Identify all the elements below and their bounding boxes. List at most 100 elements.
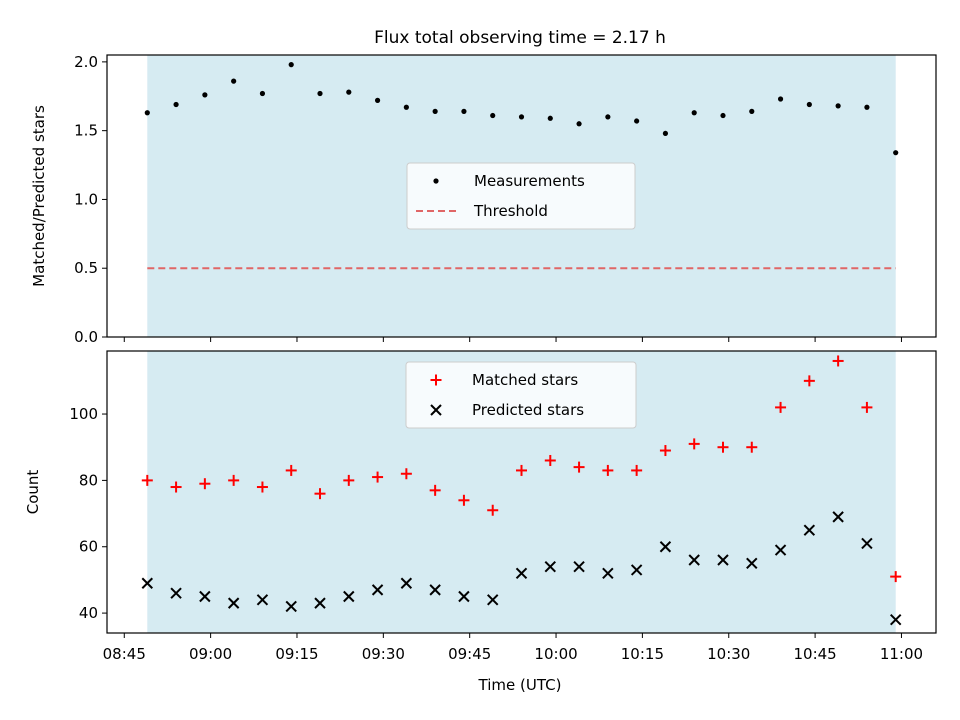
measurement-point xyxy=(691,110,697,116)
measurement-point xyxy=(288,62,294,68)
y-tick-label: 1.5 xyxy=(74,122,98,140)
cross-stroke-b xyxy=(889,614,902,626)
matched-point xyxy=(372,471,384,483)
x-tick-label: 08:45 xyxy=(103,645,146,663)
matched-point xyxy=(458,494,470,506)
count-axes-frame xyxy=(106,350,937,634)
matched-point xyxy=(487,504,499,516)
cross-stroke-b xyxy=(458,590,470,603)
matched-point xyxy=(803,375,815,387)
measurement-point xyxy=(173,101,179,108)
cross-stroke-b xyxy=(285,600,297,613)
predicted-point xyxy=(314,597,326,609)
matched-point xyxy=(285,464,297,476)
predicted-point xyxy=(400,577,413,589)
measurement-point xyxy=(317,90,323,97)
predicted-point xyxy=(141,577,154,589)
cross-stroke-b xyxy=(170,587,182,599)
count-legend-box xyxy=(405,361,637,429)
cross-stroke-b xyxy=(430,404,442,416)
x-tick-label: 09:30 xyxy=(362,645,405,663)
measurement-point xyxy=(547,115,553,121)
ratio-y-ticks: 0.0 0.5 1.0 1.5 2.0 xyxy=(74,53,107,346)
legend-cross xyxy=(430,404,442,416)
figure-title: Flux total observing time = 2.17 h xyxy=(374,28,666,48)
matched-point xyxy=(170,481,182,493)
measurement-point xyxy=(374,97,381,103)
measurement-point xyxy=(432,108,438,114)
legend-matched-marker xyxy=(430,374,442,386)
legend-measurements-marker xyxy=(433,178,439,184)
ratio-axes-frame xyxy=(106,54,937,338)
ratio-panel: 0.00.51.01.52.0 Matched/Predicted stars … xyxy=(30,53,937,346)
count-y-ticks: 40 60 80 100 xyxy=(69,405,107,622)
measurement-point xyxy=(634,118,640,124)
measurement-point xyxy=(662,130,669,137)
predicted-point xyxy=(487,594,499,606)
measurement-point xyxy=(576,121,582,127)
matched-point xyxy=(256,481,268,493)
cross-stroke-b xyxy=(573,560,585,573)
y-tick-label: 40 xyxy=(79,604,98,622)
measurement-point xyxy=(864,104,870,110)
matched-point xyxy=(314,488,326,500)
matched-point xyxy=(343,474,355,486)
predicted-stars-points xyxy=(141,511,902,626)
measurement-point xyxy=(403,104,409,110)
cross-stroke-b xyxy=(487,594,499,606)
measurement-point xyxy=(202,92,208,98)
cross-stroke-b xyxy=(256,594,269,606)
predicted-point xyxy=(458,590,470,603)
x-tick-label: 09:45 xyxy=(448,645,491,663)
cross-stroke-b xyxy=(544,560,556,573)
cross-stroke-b xyxy=(227,597,240,609)
cross-stroke-b xyxy=(717,554,729,566)
y-tick-label: 60 xyxy=(79,538,98,556)
matched-stars-points xyxy=(141,355,902,583)
y-tick-label: 80 xyxy=(79,471,98,489)
x-tick-label: 10:00 xyxy=(534,645,577,663)
cross-stroke-b xyxy=(688,554,700,566)
legend-matched-label: Matched stars xyxy=(472,371,578,389)
y-tick-label: 100 xyxy=(69,405,98,423)
cross-stroke-b xyxy=(515,567,528,579)
matched-point xyxy=(717,441,729,453)
matched-point xyxy=(688,438,700,450)
cross-stroke-b xyxy=(602,567,614,579)
matched-point xyxy=(890,571,902,583)
measurement-point xyxy=(720,112,726,119)
cross-stroke-b xyxy=(429,584,441,596)
predicted-point xyxy=(170,587,182,599)
predicted-point xyxy=(659,541,672,553)
matched-point xyxy=(544,454,556,466)
legend-threshold-label: Threshold xyxy=(473,202,548,220)
predicted-point xyxy=(515,567,528,579)
legend-plus xyxy=(430,374,442,386)
x-tick-label: 09:15 xyxy=(275,645,318,663)
ratio-y-axis-label: Matched/Predicted stars xyxy=(30,105,48,287)
predicted-point xyxy=(343,590,355,603)
matched-point xyxy=(429,484,441,496)
matched-point xyxy=(631,464,643,476)
y-tick-label: 1.0 xyxy=(74,190,98,208)
x-tick-label: 10:30 xyxy=(707,645,750,663)
y-tick-label: 0.0 xyxy=(74,328,98,346)
predicted-point xyxy=(199,590,211,603)
x-tick-label: 09:00 xyxy=(189,645,232,663)
matched-point xyxy=(659,445,671,457)
ratio-legend-box xyxy=(406,162,636,230)
predicted-point xyxy=(861,537,873,550)
matched-point xyxy=(400,468,412,480)
cross-stroke-b xyxy=(314,597,326,609)
predicted-point xyxy=(717,554,729,566)
predicted-point xyxy=(832,511,844,523)
legend-measurements-label: Measurements xyxy=(474,172,585,190)
measurement-point xyxy=(490,112,496,119)
predicted-point xyxy=(371,584,384,596)
y-tick-label: 0.5 xyxy=(74,259,98,277)
predicted-point xyxy=(774,544,787,556)
ratio-x-ticks xyxy=(123,337,902,342)
measurement-point xyxy=(518,114,525,120)
predicted-point xyxy=(285,600,297,613)
predicted-point xyxy=(746,557,758,570)
